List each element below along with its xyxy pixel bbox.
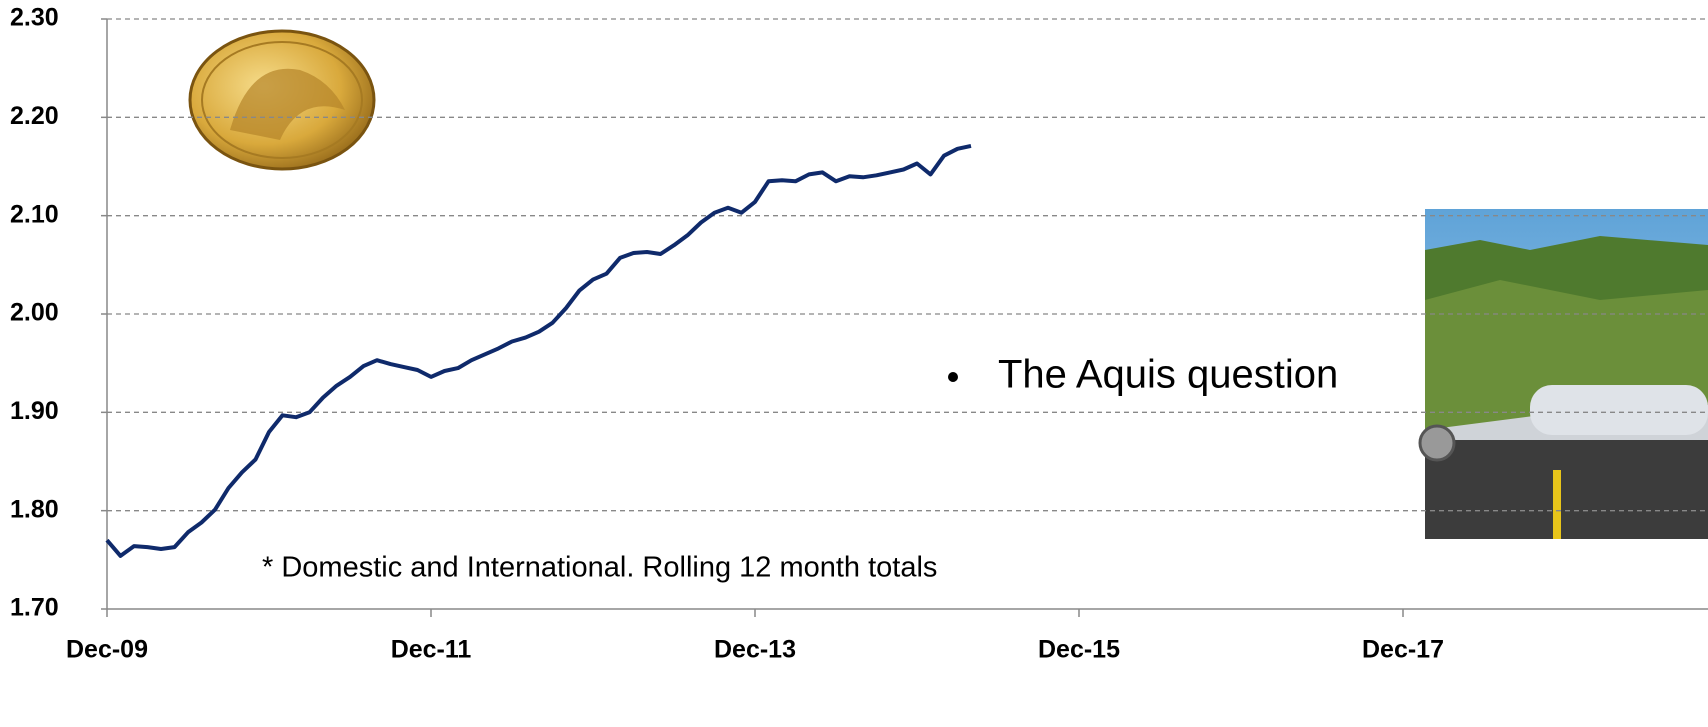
y-tick-label: 1.90	[10, 397, 59, 425]
page: 1.70 1.80 1.90 2.00 2.10 2.20 2.30 Dec-09 Dec-11…	[0, 0, 1708, 727]
y-tick-label: 1.70	[10, 594, 59, 622]
airport-photo	[1420, 209, 1708, 539]
annotation-bullet: The Aquis question	[998, 353, 1338, 397]
y-tick-label: 2.10	[10, 200, 59, 228]
footnote: * Domestic and International. Rolling 12…	[262, 552, 937, 584]
x-tick-label: Dec-11	[391, 636, 472, 664]
bullet	[948, 372, 958, 382]
y-tick-label: 2.30	[10, 4, 59, 32]
x-tick-label: Dec-13	[714, 636, 796, 664]
x-tick-label: Dec-15	[1038, 636, 1120, 664]
y-tick-label: 1.80	[10, 495, 59, 523]
y-tick-label: 2.20	[10, 102, 59, 130]
y-tick-label: 2.00	[10, 299, 59, 327]
coin-image	[190, 31, 374, 169]
chart: 1.70 1.80 1.90 2.00 2.10 2.20 2.30 Dec-09 Dec-11…	[0, 0, 1708, 727]
x-tick-label: Dec-09	[66, 636, 148, 664]
data-line	[107, 146, 971, 556]
x-tick-label: Dec-17	[1362, 636, 1444, 664]
